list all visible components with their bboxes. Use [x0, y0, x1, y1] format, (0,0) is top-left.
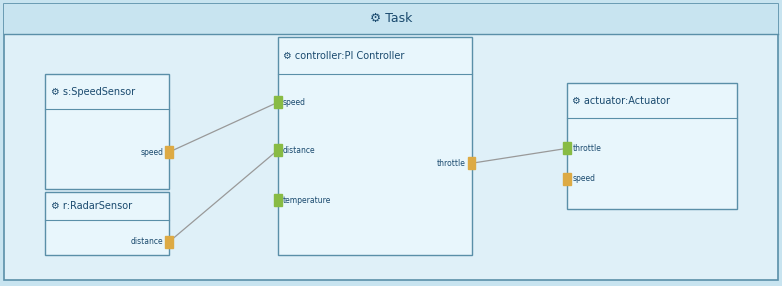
FancyBboxPatch shape [567, 83, 737, 209]
Bar [563, 172, 571, 184]
Text: ⚙ s:SpeedSensor: ⚙ s:SpeedSensor [51, 87, 135, 96]
Text: speed: speed [283, 98, 306, 107]
Text: speed: speed [572, 174, 595, 183]
FancyBboxPatch shape [4, 4, 778, 280]
Bar [274, 144, 282, 156]
Text: throttle: throttle [437, 159, 466, 168]
FancyBboxPatch shape [45, 74, 169, 189]
Bar [468, 157, 475, 169]
Bar [563, 142, 571, 154]
Bar [274, 96, 282, 108]
Bar [165, 236, 173, 248]
Text: temperature: temperature [283, 196, 332, 205]
FancyBboxPatch shape [278, 37, 472, 255]
Text: ⚙ actuator:Actuator: ⚙ actuator:Actuator [572, 96, 670, 106]
Text: ⚙ controller:PI Controller: ⚙ controller:PI Controller [283, 51, 404, 61]
Text: ⚙ r:RadarSensor: ⚙ r:RadarSensor [51, 201, 132, 211]
Bar [274, 194, 282, 206]
FancyBboxPatch shape [45, 192, 169, 255]
Text: ⚙ Task: ⚙ Task [370, 12, 412, 25]
Text: throttle: throttle [572, 144, 601, 153]
Bar [165, 146, 173, 158]
FancyBboxPatch shape [4, 4, 778, 34]
Text: speed: speed [141, 148, 163, 157]
Text: distance: distance [283, 146, 316, 155]
Text: distance: distance [131, 237, 163, 247]
